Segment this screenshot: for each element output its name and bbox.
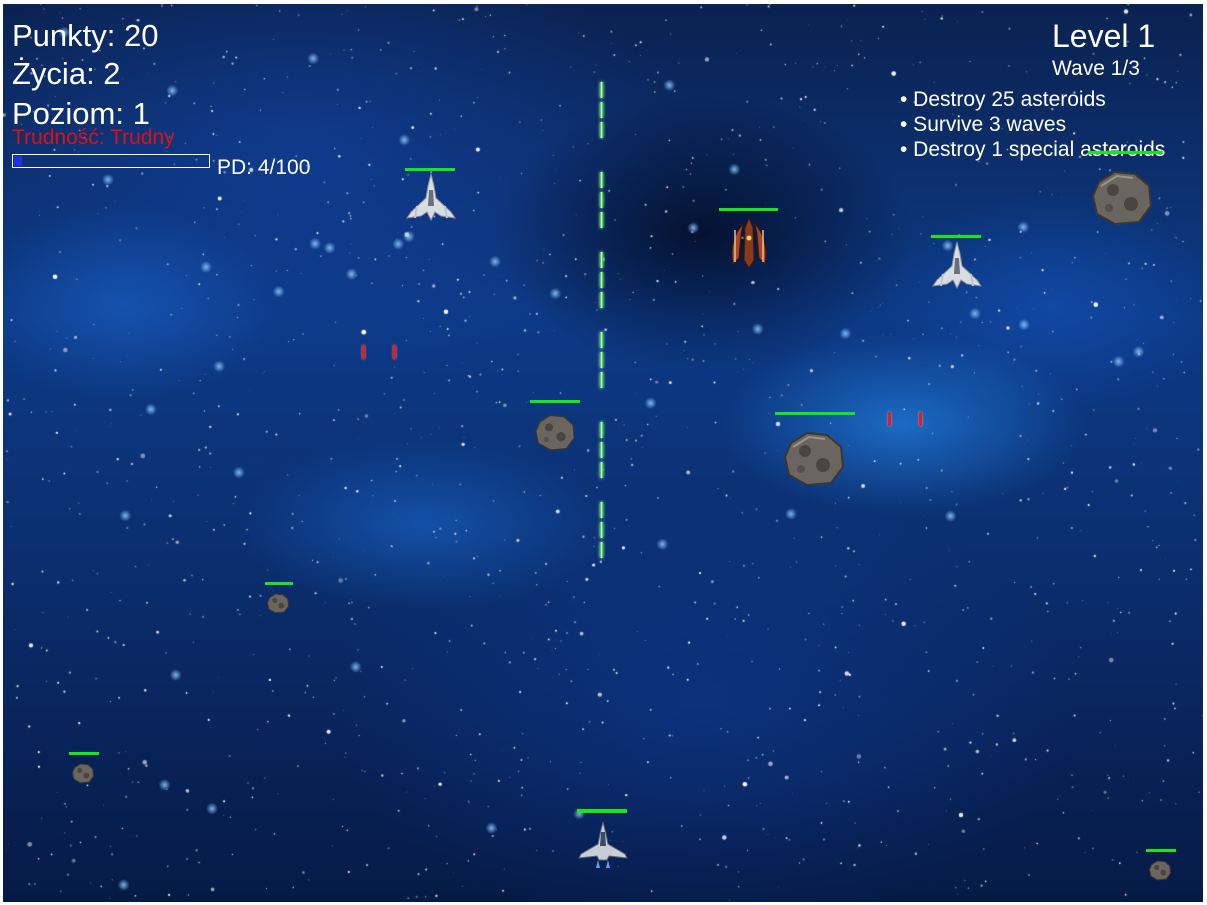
wave-counter: Wave 1/3	[1052, 57, 1140, 80]
laser-segment	[600, 352, 603, 368]
asteroid-health-bar	[69, 752, 99, 755]
red-cruiser-icon	[731, 216, 767, 269]
asteroid-health-bar	[530, 400, 580, 403]
objective-item: • Destroy 25 asteroids	[900, 88, 1106, 111]
enemy-bullet	[919, 412, 922, 426]
laser-segment	[600, 102, 603, 118]
objective-item: • Survive 3 waves	[900, 113, 1067, 136]
asteroid-icon	[1148, 860, 1172, 881]
laser-segment	[600, 542, 603, 558]
laser-segment	[600, 422, 603, 438]
laser-segment	[600, 332, 603, 348]
laser-segment	[600, 502, 603, 518]
enemy-bullet	[393, 345, 396, 359]
player-health-bar	[577, 809, 627, 813]
asteroid-health-bar	[1088, 151, 1163, 154]
laser-segment	[600, 172, 603, 188]
laser-segment	[600, 462, 603, 478]
asteroid-health-bar	[775, 412, 855, 415]
enemy-bullet	[362, 345, 365, 359]
laser-segment	[600, 272, 603, 288]
game-canvas[interactable]: Punkty: 20 Życia: 2 Poziom: 1 Trudność: …	[3, 4, 1203, 902]
enemy-health-bar	[931, 235, 981, 238]
asteroid-icon	[534, 414, 576, 451]
asteroid-icon	[266, 593, 290, 614]
enemy-health-bar	[719, 208, 778, 211]
laser-segment	[600, 82, 603, 98]
white-fighter-icon	[405, 173, 457, 222]
level-label: Poziom: 1	[12, 96, 150, 131]
xp-progress-fill	[14, 156, 22, 166]
laser-segment	[600, 252, 603, 268]
asteroid-health-bar	[1146, 849, 1176, 852]
lives-label: Życia: 2	[12, 56, 121, 91]
laser-segment	[600, 212, 603, 228]
objective-item: • Destroy 1 special asteroids	[900, 138, 1166, 161]
asteroid-icon	[1091, 170, 1153, 226]
xp-progress-text: PD: 4/100	[217, 156, 311, 179]
objectives-list: • Destroy 25 asteroids • Survive 3 waves…	[900, 87, 1165, 162]
laser-segment	[600, 292, 603, 308]
xp-progress-bar	[12, 154, 210, 168]
enemy-bullet	[888, 412, 891, 426]
difficulty-label: Trudność: Trudny	[12, 126, 175, 149]
score-label: Punkty: 20	[12, 18, 159, 53]
asteroid-icon	[71, 763, 95, 784]
asteroid-icon	[783, 431, 845, 487]
laser-segment	[600, 372, 603, 388]
asteroid-health-bar	[265, 582, 293, 585]
laser-segment	[600, 522, 603, 538]
mission-level-title: Level 1	[1052, 18, 1156, 54]
white-fighter-icon	[931, 241, 983, 290]
starfield-background	[3, 4, 1203, 902]
laser-segment	[600, 122, 603, 138]
player-ship-icon	[578, 821, 628, 868]
enemy-health-bar	[405, 168, 455, 171]
laser-segment	[600, 442, 603, 458]
laser-segment	[600, 192, 603, 208]
